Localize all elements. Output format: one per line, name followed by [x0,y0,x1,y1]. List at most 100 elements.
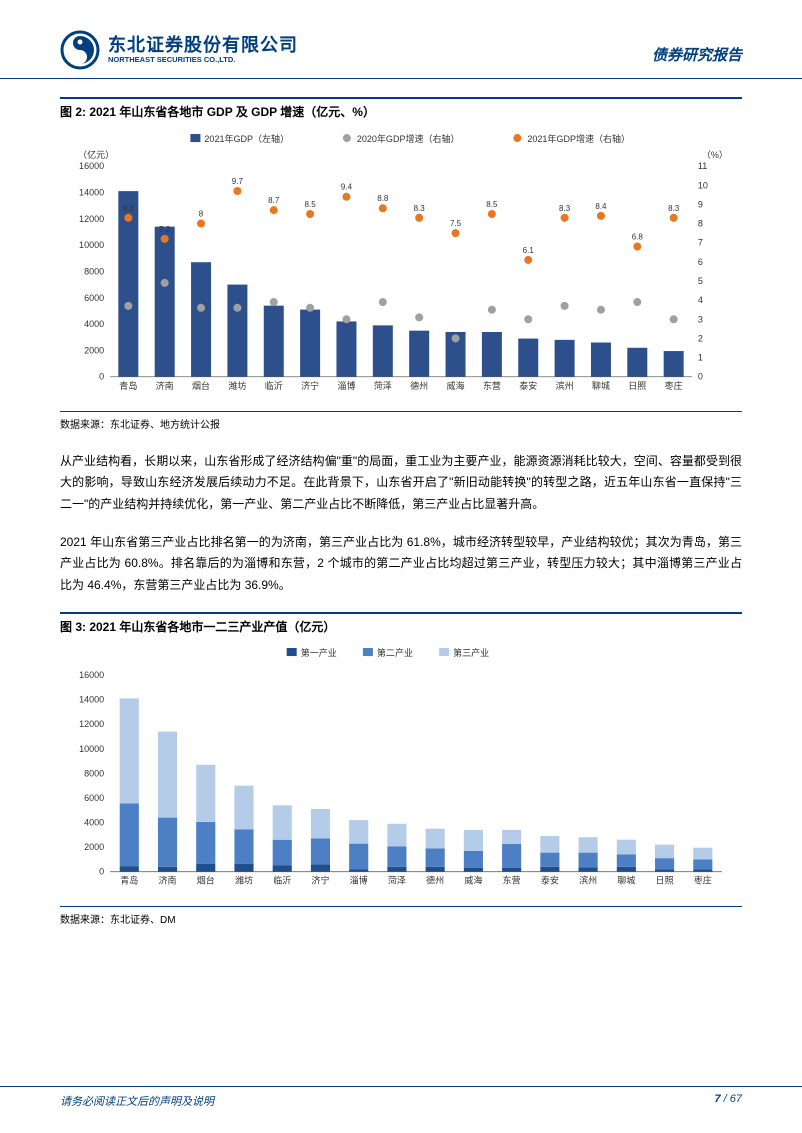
svg-text:8.5: 8.5 [305,200,317,209]
svg-text:第一产业: 第一产业 [301,647,337,658]
svg-text:东营: 东营 [503,875,521,886]
svg-text:济南: 济南 [156,380,174,391]
svg-text:7.5: 7.5 [450,219,462,228]
figure-3-svg: 第一产业第二产业第三产业0200040006000800010000120001… [60,641,742,902]
svg-text:2000: 2000 [84,345,104,355]
body-paragraph-1: 从产业结构看，长期以来，山东省形成了经济结构偏"重"的局面，重工业为主要产业，能… [60,451,742,516]
page-content: 图 2: 2021 年山东省各地市 GDP 及 GDP 增速（亿元、%） 202… [0,79,802,926]
svg-text:青岛: 青岛 [119,380,137,391]
figure-3-title-row: 图 3: 2021 年山东省各地市一二三产业产值（亿元） [60,612,742,635]
svg-text:2021年GDP增速（右轴）: 2021年GDP增速（右轴） [527,133,630,144]
svg-text:东营: 东营 [483,380,501,391]
page-total: 67 [730,1093,742,1105]
page-footer: 请务必阅读正文后的声明及说明 7 / 67 [0,1086,802,1109]
company-logo-block: 东北证券股份有限公司 NORTHEAST SECURITIES CO.,LTD. [60,30,298,70]
svg-text:8.3: 8.3 [414,204,426,213]
svg-text:日照: 日照 [628,381,646,391]
company-name-cn: 东北证券股份有限公司 [108,36,298,56]
svg-text:淄博: 淄博 [350,875,368,886]
svg-text:聊城: 聊城 [617,875,635,886]
svg-text:德州: 德州 [410,380,428,391]
svg-text:4000: 4000 [84,818,104,828]
svg-text:枣庄: 枣庄 [694,875,712,886]
svg-text:6000: 6000 [84,293,104,303]
company-logo-icon [60,30,100,70]
svg-text:4000: 4000 [84,319,104,329]
svg-text:淄博: 淄博 [337,380,355,391]
svg-text:威海: 威海 [464,875,482,886]
page-header: 东北证券股份有限公司 NORTHEAST SECURITIES CO.,LTD.… [0,0,802,79]
company-name-en: NORTHEAST SECURITIES CO.,LTD. [108,55,298,64]
svg-text:（%）: （%） [702,150,728,160]
svg-text:14000: 14000 [79,695,104,705]
svg-text:临沂: 临沂 [273,875,291,886]
svg-text:9.7: 9.7 [232,177,244,186]
figure-3-source: 数据来源：东北证券、DM [60,911,742,926]
svg-text:菏泽: 菏泽 [374,381,392,391]
svg-text:7: 7 [698,238,703,248]
svg-text:8.3: 8.3 [123,204,135,213]
figure-3-title: 图 3: 2021 年山东省各地市一二三产业产值（亿元） [60,620,335,634]
svg-text:2020年GDP增速（右轴）: 2020年GDP增速（右轴） [357,133,460,144]
figure-2-title-row: 图 2: 2021 年山东省各地市 GDP 及 GDP 增速（亿元、%） [60,97,742,120]
svg-text:8.3: 8.3 [668,204,680,213]
svg-text:3: 3 [698,314,703,324]
svg-text:6000: 6000 [84,793,104,803]
footer-disclaimer: 请务必阅读正文后的声明及说明 [60,1093,214,1109]
svg-text:8: 8 [199,210,204,219]
svg-text:（亿元）: （亿元） [78,149,114,160]
body-paragraph-2: 2021 年山东省第三产业占比排名第一的为济南，第三产业占比为 61.8%，城市… [60,532,742,597]
svg-text:济宁: 济宁 [311,875,329,886]
figure-2-svg: 2021年GDP（左轴） 2020年GDP增速（右轴） 2021年GDP增速（右轴）… [60,126,742,407]
svg-text:威海: 威海 [447,380,465,391]
figure-2-chart: 2021年GDP（左轴） 2020年GDP增速（右轴） 2021年GDP增速（右轴）… [60,126,742,412]
svg-text:德州: 德州 [426,875,444,886]
svg-text:8.5: 8.5 [486,200,498,209]
svg-text:2021年GDP（左轴）: 2021年GDP（左轴） [204,133,289,144]
svg-text:9: 9 [698,199,703,209]
svg-text:第二产业: 第二产业 [377,647,413,658]
svg-text:临沂: 临沂 [265,380,283,391]
svg-text:0: 0 [698,372,703,382]
svg-text:16000: 16000 [79,161,104,171]
svg-text:8.4: 8.4 [595,202,607,211]
svg-text:9.4: 9.4 [341,183,353,192]
svg-text:6.1: 6.1 [523,246,535,255]
svg-text:8.7: 8.7 [268,196,280,205]
svg-text:7.2: 7.2 [159,225,171,234]
svg-text:青岛: 青岛 [120,875,138,886]
svg-text:2: 2 [698,333,703,343]
report-type-label: 债券研究报告 [652,44,742,65]
svg-text:滨州: 滨州 [556,380,574,391]
svg-text:10: 10 [698,180,708,190]
svg-text:菏泽: 菏泽 [388,876,406,886]
figure-2-source: 数据来源：东北证券、地方统计公报 [60,416,742,431]
svg-text:11: 11 [698,161,707,171]
svg-text:10000: 10000 [79,744,104,754]
svg-text:4: 4 [698,295,703,305]
page-separator: / [721,1093,730,1105]
svg-text:济宁: 济宁 [301,380,319,391]
svg-text:烟台: 烟台 [192,380,210,391]
figure-3-chart: 第一产业第二产业第三产业0200040006000800010000120001… [60,641,742,907]
svg-text:12000: 12000 [79,214,104,224]
svg-text:泰安: 泰安 [541,875,559,886]
svg-text:第三产业: 第三产业 [453,647,489,658]
svg-text:潍坊: 潍坊 [228,380,246,391]
svg-text:济南: 济南 [159,875,177,886]
svg-text:1: 1 [698,353,703,363]
svg-text:6: 6 [698,257,703,267]
svg-text:聊城: 聊城 [592,380,610,391]
svg-text:8.8: 8.8 [377,194,389,203]
svg-text:14000: 14000 [79,187,104,197]
svg-text:8000: 8000 [84,769,104,779]
svg-text:滨州: 滨州 [579,875,597,886]
page-number: 7 / 67 [714,1093,742,1109]
svg-text:泰安: 泰安 [519,380,537,391]
figure-2-title: 图 2: 2021 年山东省各地市 GDP 及 GDP 增速（亿元、%） [60,105,375,119]
svg-text:5: 5 [698,276,703,286]
svg-text:8.3: 8.3 [559,204,571,213]
svg-text:0: 0 [99,867,104,877]
svg-text:8: 8 [698,219,703,229]
svg-text:10000: 10000 [79,240,104,250]
